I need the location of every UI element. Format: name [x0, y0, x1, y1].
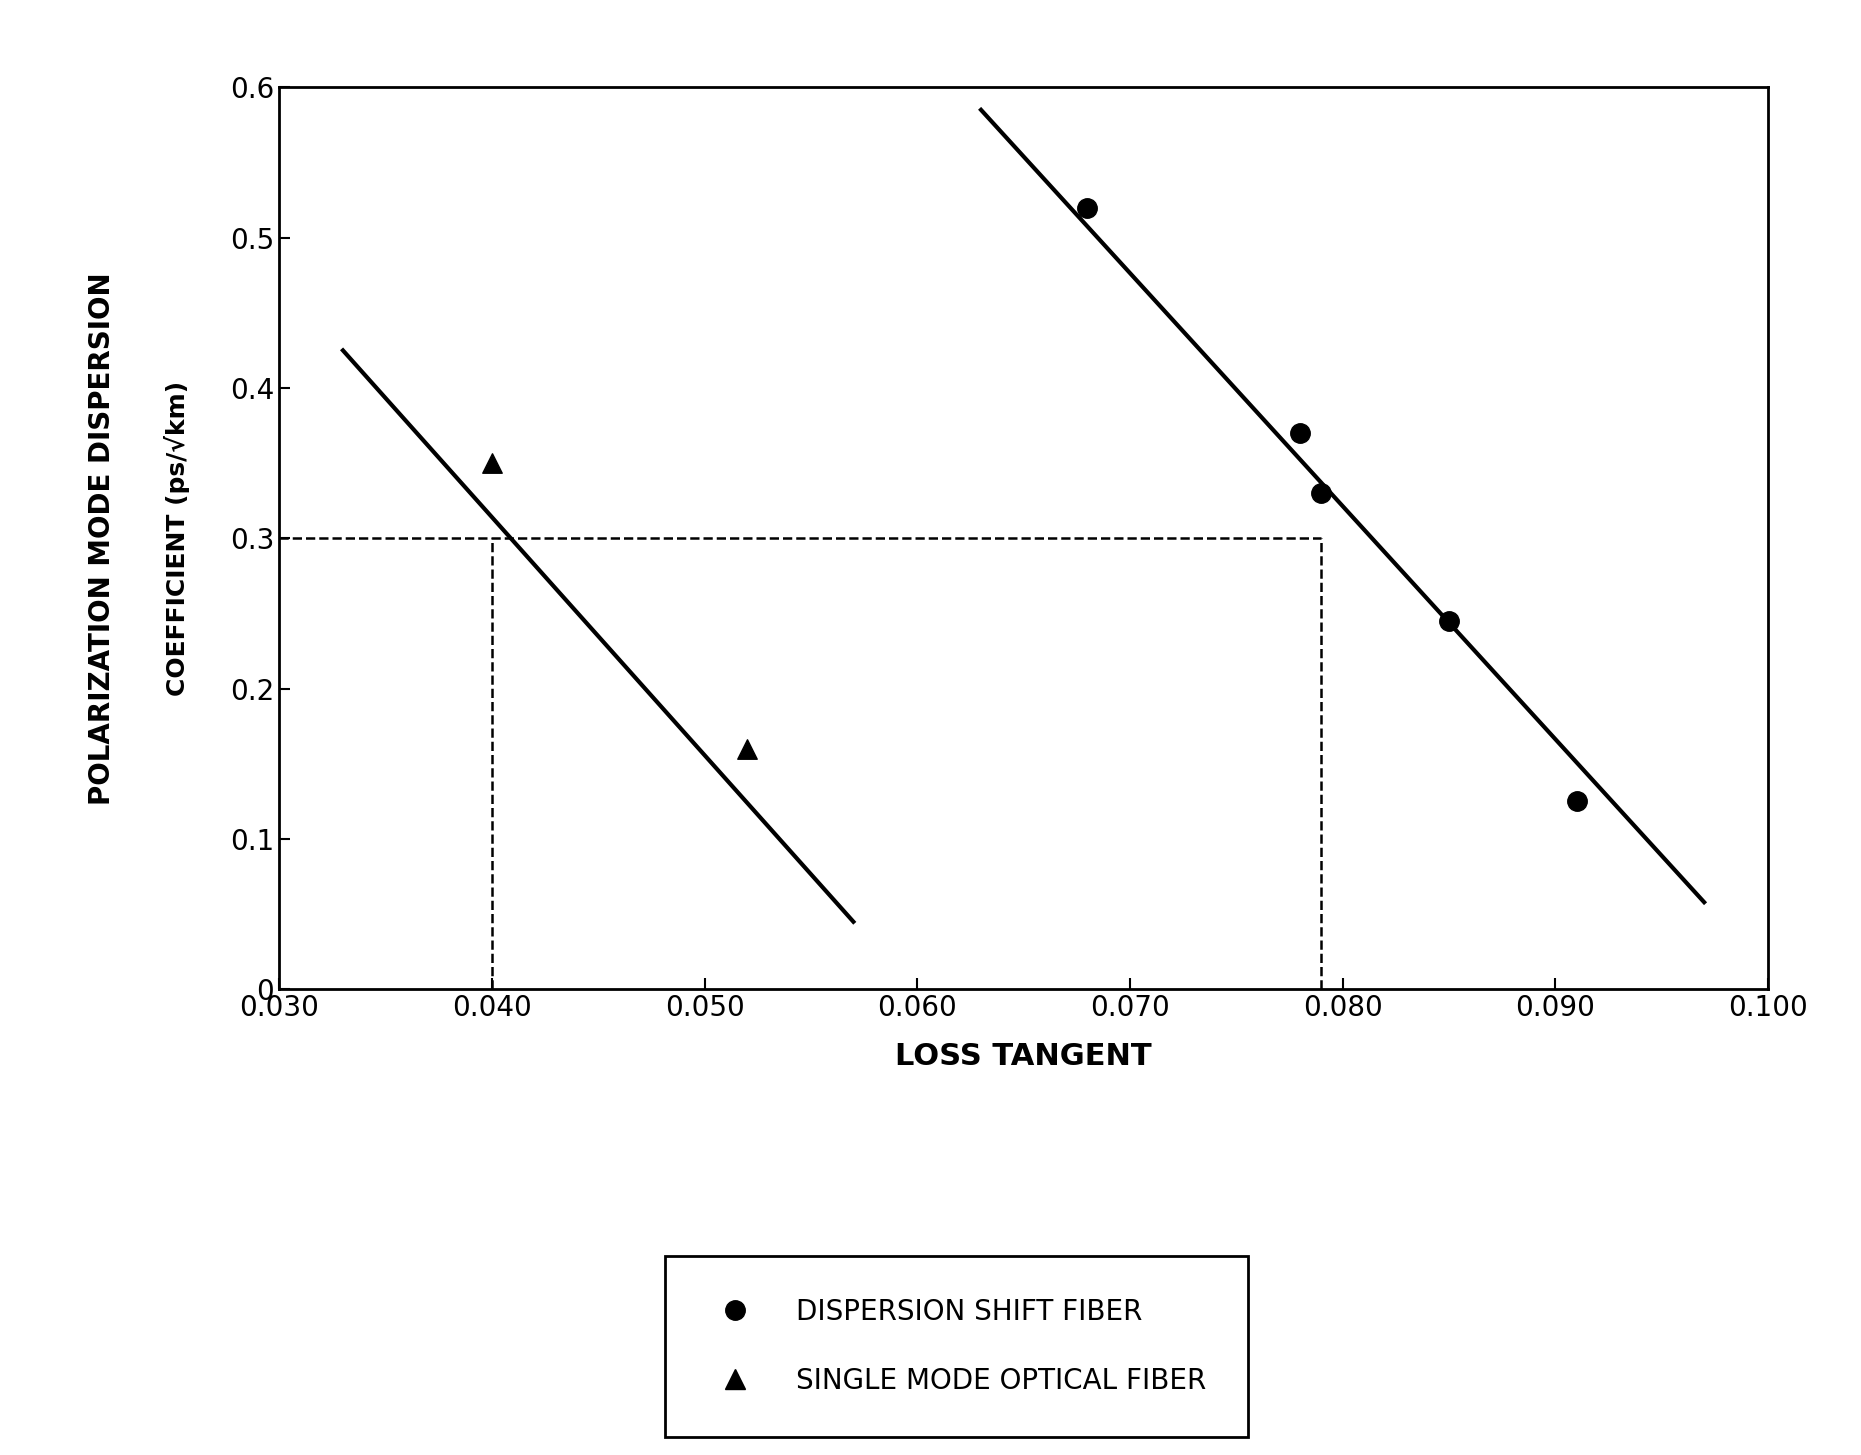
Text: POLARIZATION MODE DISPERSION: POLARIZATION MODE DISPERSION	[87, 272, 117, 805]
Text: COEFFICIENT (ps/√km): COEFFICIENT (ps/√km)	[164, 381, 190, 695]
X-axis label: LOSS TANGENT: LOSS TANGENT	[895, 1042, 1152, 1071]
Point	[1286, 422, 1316, 445]
Point	[1561, 790, 1591, 813]
Point	[1072, 196, 1102, 220]
Point	[731, 738, 761, 761]
Point	[1306, 482, 1336, 505]
Point	[476, 451, 506, 474]
Point	[1435, 610, 1465, 633]
Legend: DISPERSION SHIFT FIBER, SINGLE MODE OPTICAL FIBER: DISPERSION SHIFT FIBER, SINGLE MODE OPTI…	[664, 1256, 1247, 1438]
